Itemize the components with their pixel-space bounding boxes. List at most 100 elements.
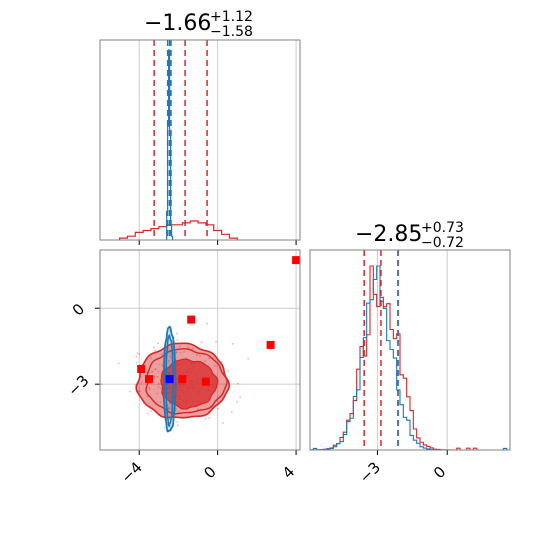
sample-point bbox=[161, 353, 163, 356]
red-marker bbox=[178, 375, 187, 384]
hist-blue bbox=[310, 265, 510, 450]
panel-joint: −4 0 4 0 −3 bbox=[64, 249, 301, 487]
sample-point bbox=[230, 411, 233, 414]
title-param1: −1.66 +1.12 −1.58 bbox=[144, 9, 253, 40]
sample-point bbox=[129, 390, 131, 393]
sample-point bbox=[208, 416, 211, 419]
x-tick-label: −4 bbox=[117, 458, 145, 486]
plot-area bbox=[100, 40, 300, 240]
sample-point bbox=[176, 339, 179, 342]
sample-point bbox=[157, 342, 159, 345]
sample-point bbox=[137, 390, 140, 393]
sample-point bbox=[239, 396, 242, 399]
panel-frame bbox=[99, 39, 301, 241]
title-param1-minus: −1.58 bbox=[210, 24, 253, 40]
sample-point bbox=[161, 365, 164, 367]
red-marker bbox=[266, 340, 275, 349]
sample-point bbox=[200, 341, 203, 344]
panel-param1-marginal bbox=[99, 39, 301, 245]
sample-point bbox=[213, 365, 216, 368]
sample-point bbox=[179, 351, 182, 354]
sample-point bbox=[167, 360, 170, 362]
sample-point bbox=[195, 353, 198, 356]
sample-point bbox=[156, 375, 159, 378]
sample-point bbox=[236, 382, 239, 385]
red-marker bbox=[145, 375, 154, 384]
hist-red bbox=[119, 220, 238, 240]
sample-point bbox=[176, 424, 179, 427]
sample-point bbox=[178, 345, 181, 348]
sample-point bbox=[163, 426, 166, 429]
sample-point bbox=[148, 386, 151, 389]
x-tick-label: −3 bbox=[356, 458, 384, 486]
sample-point bbox=[208, 357, 211, 360]
sample-point bbox=[157, 386, 160, 389]
sample-point bbox=[170, 356, 173, 359]
sample-point bbox=[231, 342, 234, 345]
sample-point bbox=[206, 322, 208, 325]
sample-point bbox=[138, 353, 141, 356]
sample-point bbox=[176, 332, 178, 335]
title-param2-plus: +0.73 bbox=[421, 220, 464, 236]
title-param2-minus: −0.72 bbox=[421, 235, 464, 251]
sample-point bbox=[135, 355, 138, 358]
sample-point bbox=[227, 370, 230, 372]
sample-point bbox=[153, 375, 156, 378]
sample-point bbox=[100, 383, 103, 386]
sample-point bbox=[158, 363, 161, 366]
sample-point bbox=[175, 351, 178, 354]
sample-point bbox=[139, 390, 141, 393]
sample-point bbox=[147, 413, 149, 415]
sample-point bbox=[235, 401, 238, 403]
y-tick-label: 0 bbox=[69, 300, 88, 319]
title-param2: −2.85 +0.73 −0.72 bbox=[355, 220, 464, 251]
sample-point bbox=[204, 359, 207, 362]
sample-point bbox=[136, 352, 139, 355]
histograms bbox=[119, 40, 238, 240]
sample-point bbox=[154, 368, 157, 371]
sample-point bbox=[217, 407, 219, 410]
sample-point bbox=[204, 403, 207, 405]
x-tick-label: 0 bbox=[200, 463, 219, 482]
sample-point bbox=[150, 357, 153, 359]
sample-point bbox=[196, 408, 199, 411]
sample-point bbox=[204, 418, 207, 420]
sample-point bbox=[187, 346, 190, 349]
sample-point bbox=[154, 349, 157, 352]
sample-point bbox=[161, 363, 163, 365]
title-param2-value: −2.85 bbox=[355, 222, 422, 247]
sample-point bbox=[215, 364, 218, 367]
contours bbox=[100, 256, 300, 433]
sample-point bbox=[174, 409, 177, 412]
sample-point bbox=[192, 347, 194, 350]
sample-point bbox=[158, 383, 160, 385]
title-param1-value: −1.66 bbox=[144, 11, 211, 36]
sample-point bbox=[175, 352, 177, 354]
sample-point bbox=[151, 370, 154, 373]
sample-point bbox=[215, 340, 217, 343]
sample-point bbox=[167, 407, 170, 409]
sample-point bbox=[183, 350, 185, 353]
sample-point bbox=[199, 355, 201, 357]
panel-frame bbox=[309, 249, 511, 451]
sample-point bbox=[135, 361, 138, 364]
sample-point bbox=[247, 358, 250, 360]
panel-param2-marginal: −3 0 bbox=[309, 249, 511, 487]
sample-point bbox=[156, 392, 159, 395]
sample-point bbox=[153, 375, 155, 378]
x-tick-label: 0 bbox=[430, 463, 449, 482]
sample-point bbox=[150, 410, 152, 413]
sample-point bbox=[157, 370, 160, 373]
sample-point bbox=[148, 388, 151, 391]
x-tick-label: 4 bbox=[279, 463, 298, 482]
title-param1-plus: +1.12 bbox=[210, 9, 253, 25]
y-tick-label: −3 bbox=[64, 371, 92, 399]
sample-point bbox=[140, 381, 143, 384]
sample-point bbox=[160, 387, 163, 390]
sample-point bbox=[154, 368, 157, 370]
sample-point bbox=[176, 421, 179, 423]
sample-point bbox=[159, 401, 162, 403]
sample-point bbox=[153, 346, 155, 349]
plot-area bbox=[310, 250, 510, 450]
